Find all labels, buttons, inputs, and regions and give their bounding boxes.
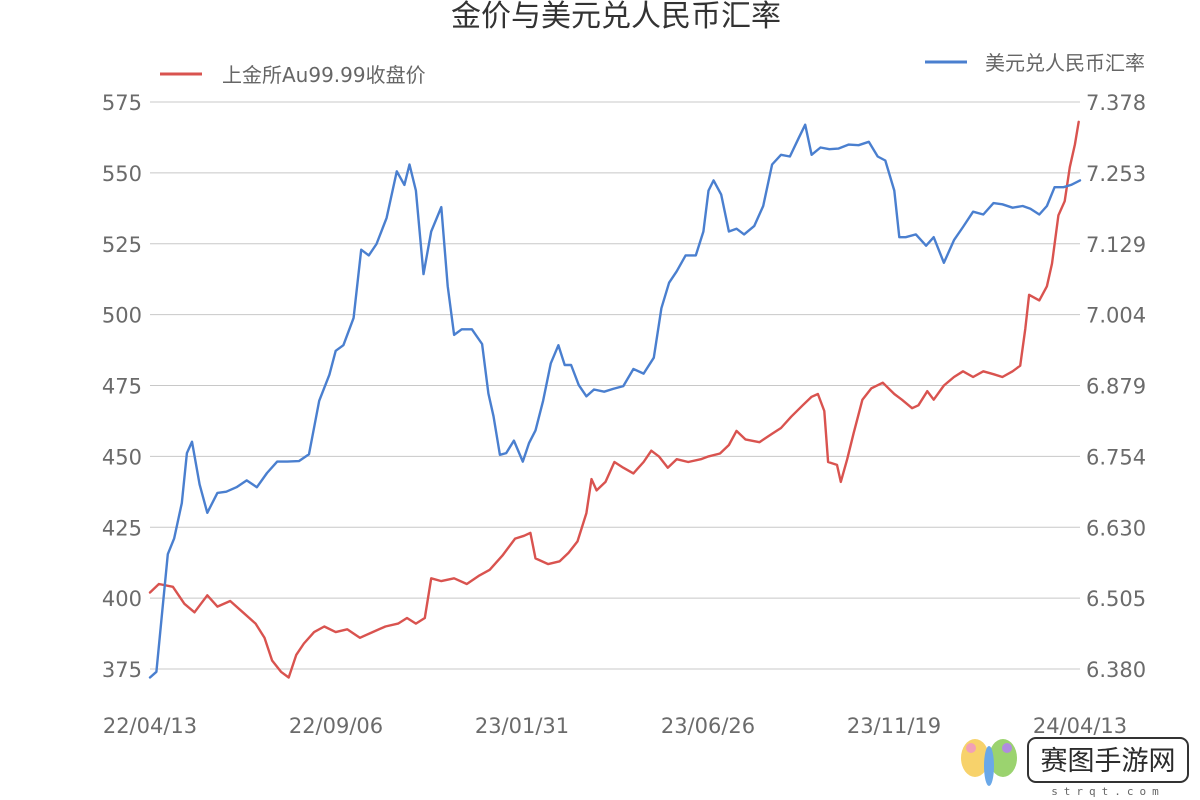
x-tick-label: 22/04/13 [103, 714, 197, 738]
y-axis-right: 7.378 7.253 7.129 7.004 6.879 6.754 6.630 6.505… [1086, 91, 1146, 682]
y-right-tick-label: 6.630 [1086, 516, 1146, 540]
y-left-tick-label: 425 [102, 516, 142, 540]
y-right-tick-label: 7.253 [1086, 162, 1146, 186]
watermark-subtext: strqt.com [1051, 785, 1165, 798]
watermark: 赛图手游网 strqt.com [961, 737, 1189, 798]
series-line-usdcny [148, 123, 1082, 679]
gridlines [150, 101, 1080, 670]
legend-label-usdcny: 美元兑人民币汇率 [985, 51, 1145, 75]
y-left-tick-label: 550 [102, 162, 142, 186]
y-right-tick-label: 7.378 [1086, 91, 1146, 115]
series-lines [148, 120, 1082, 679]
y-right-tick-label: 6.505 [1086, 587, 1146, 611]
legend-label-gold: 上金所Au99.99收盘价 [222, 63, 426, 87]
y-left-tick-label: 400 [102, 587, 142, 611]
chart-title: 金价与美元兑人民币汇率 [451, 0, 781, 34]
x-tick-label: 23/11/19 [847, 714, 941, 738]
y-right-tick-label: 7.129 [1086, 233, 1146, 257]
y-left-tick-label: 525 [102, 233, 142, 257]
y-axis-left: 575 550 525 500 475 450 425 400 375 [102, 91, 142, 682]
x-tick-label: 24/04/13 [1033, 714, 1127, 738]
y-right-tick-label: 6.754 [1086, 445, 1146, 469]
y-left-tick-label: 475 [102, 375, 142, 399]
watermark-badge [1027, 737, 1189, 783]
watermark-text: 赛图手游网 [1041, 746, 1176, 777]
x-axis: 22/04/13 22/09/06 23/01/31 23/06/26 23/11/19… [103, 714, 1127, 738]
y-right-tick-label: 7.004 [1086, 304, 1146, 328]
y-left-tick-label: 450 [102, 445, 142, 469]
y-left-tick-label: 575 [102, 91, 142, 115]
butterfly-logo-icon [961, 739, 1017, 786]
y-left-tick-label: 375 [102, 658, 142, 682]
x-tick-label: 23/01/31 [475, 714, 569, 738]
y-left-tick-label: 500 [102, 304, 142, 328]
y-right-tick-label: 6.380 [1086, 658, 1146, 682]
x-tick-label: 22/09/06 [289, 714, 383, 738]
x-tick-label: 23/06/26 [661, 714, 755, 738]
y-right-tick-label: 6.879 [1086, 375, 1146, 399]
series-line-gold [148, 120, 1080, 679]
